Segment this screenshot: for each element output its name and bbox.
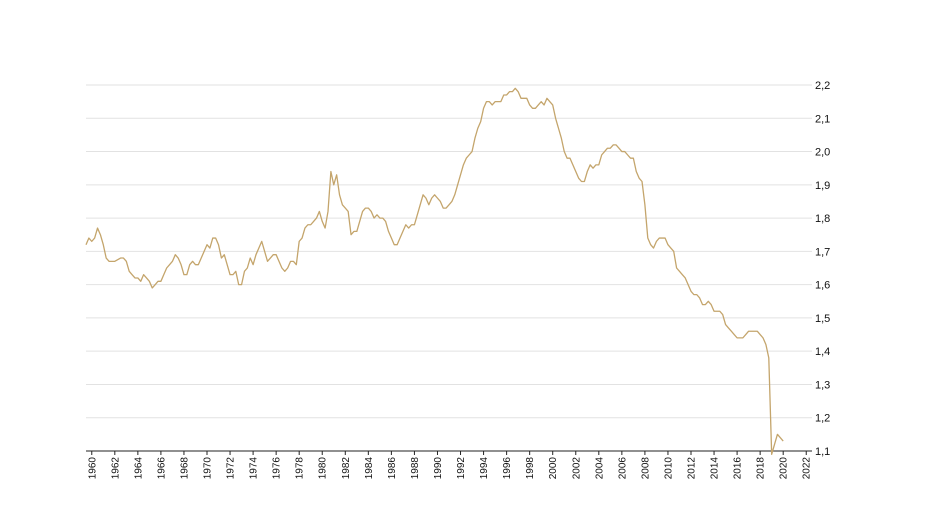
x-tick-label: 2006 [617, 457, 628, 480]
y-tick-label: 1,8 [815, 213, 830, 225]
x-tick-label: 1976 [272, 457, 283, 480]
series-line [85, 87, 784, 455]
x-tick-label: 2012 [687, 457, 698, 480]
y-tick-label: 1,2 [815, 413, 830, 425]
x-tick-label: 2010 [663, 457, 674, 480]
x-tick-label: 2018 [756, 457, 767, 480]
y-tick-label: 1,3 [815, 379, 830, 391]
x-tick-label: 2016 [733, 457, 744, 480]
x-tick-label: 1990 [433, 457, 444, 480]
x-tick-label: 1964 [133, 457, 144, 480]
x-tick-label: 1966 [156, 457, 167, 480]
x-tick-label: 1992 [456, 457, 467, 480]
x-tick-label: 1978 [295, 457, 306, 480]
x-tick-label: 2002 [571, 457, 582, 480]
x-tick-label: 1996 [502, 457, 513, 480]
y-tick-label: 1,6 [815, 280, 830, 292]
y-tick-label: 1,7 [815, 246, 830, 258]
x-tick-label: 1984 [364, 457, 375, 480]
x-tick-label: 1962 [110, 457, 121, 480]
x-tick-label: 2008 [640, 457, 651, 480]
series-layer [85, 87, 784, 455]
x-tick-labels: 1960 1962 1964 1966 1968 1970 1972 1974 1976 1978… [87, 451, 813, 480]
x-tick-label: 1982 [341, 457, 352, 480]
gridlines [86, 84, 812, 419]
x-tick-label: 1994 [479, 457, 490, 480]
x-tick-label: 2020 [779, 457, 790, 480]
y-tick-label: 2,2 [815, 80, 830, 92]
y-tick-label: 1,9 [815, 180, 830, 192]
x-tick-label: 1974 [249, 457, 260, 480]
x-tick-label: 2014 [710, 457, 721, 480]
x-tick-label: 1972 [226, 457, 237, 480]
y-tick-label: 1,4 [815, 346, 830, 358]
y-tick-label: 2,0 [815, 147, 830, 159]
x-tick-label: 1998 [525, 457, 536, 480]
x-tick-label: 1986 [387, 457, 398, 480]
x-tick-label: 2004 [594, 457, 605, 480]
x-tick-label: 1988 [410, 457, 421, 480]
y-tick-label: 1,5 [815, 313, 830, 325]
x-tick-label: 2000 [548, 457, 559, 480]
y-tick-label: 1,1 [815, 446, 830, 458]
y-axis: 1,1 1,2 1,3 1,4 1,5 1,6 1,7 1,8 1,9 2,0 2,1 2,2 [815, 80, 830, 458]
x-tick-label: 1960 [87, 457, 98, 480]
y-tick-label: 2,1 [815, 113, 830, 125]
x-tick-label: 2022 [802, 457, 813, 480]
x-tick-label: 1968 [179, 457, 190, 480]
x-tick-label: 1980 [318, 457, 329, 480]
x-tick-label: 1970 [203, 457, 214, 480]
